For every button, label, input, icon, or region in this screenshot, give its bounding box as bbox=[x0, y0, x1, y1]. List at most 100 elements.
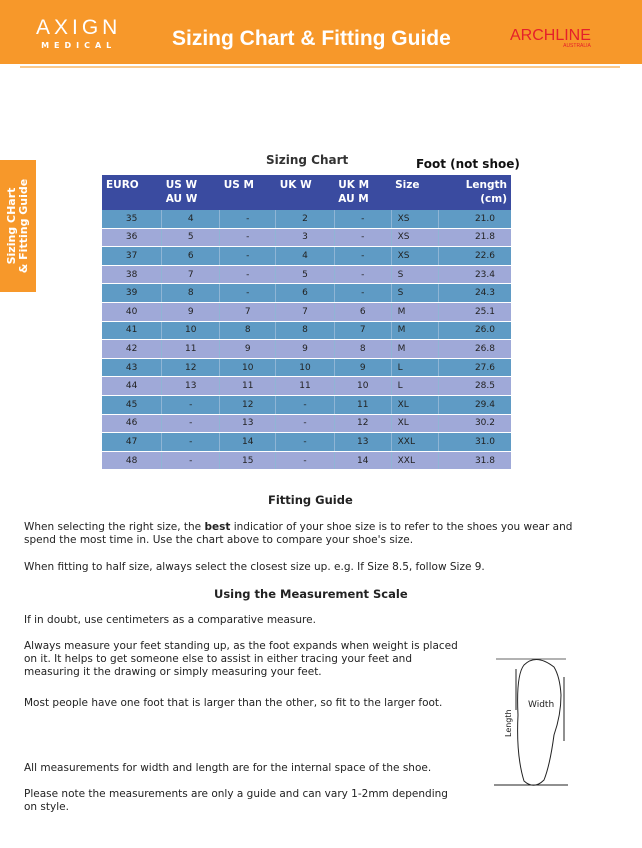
table-row: 35 4-2- XS 21.0 bbox=[102, 210, 511, 229]
table-cell: 9 bbox=[333, 358, 392, 378]
table-cell: 27.6 bbox=[438, 358, 511, 378]
table-cell: 7 bbox=[219, 302, 276, 322]
table-cell: 4 bbox=[161, 210, 220, 229]
table-row: 36 5-3- XS 21.8 bbox=[102, 228, 511, 248]
column-header: UK W bbox=[275, 175, 335, 210]
table-cell: 21.8 bbox=[438, 228, 511, 248]
column-header: US M bbox=[219, 175, 276, 210]
table-cell: 12 bbox=[161, 358, 220, 378]
table-cell: 7 bbox=[275, 302, 335, 322]
table-cell: 31.0 bbox=[438, 432, 511, 452]
table-cell: - bbox=[333, 265, 392, 285]
column-header: Length (cm) bbox=[438, 175, 511, 210]
column-header: UK M AU M bbox=[334, 175, 392, 210]
table-cell: 35 bbox=[102, 210, 162, 229]
axign-logo: AXIGN MEDICAL bbox=[36, 16, 122, 50]
measure-title: Using the Measurement Scale bbox=[214, 587, 408, 601]
table-cell: - bbox=[219, 228, 276, 248]
table-cell: 11 bbox=[275, 376, 335, 396]
table-row: 39 8-6- S 24.3 bbox=[102, 283, 511, 303]
table-cell: 48 bbox=[102, 451, 162, 471]
table-cell: - bbox=[161, 395, 220, 415]
table-cell: 11 bbox=[333, 395, 392, 415]
table-cell: 45 bbox=[102, 395, 162, 415]
table-cell: 36 bbox=[102, 228, 162, 248]
table-cell: - bbox=[275, 414, 335, 434]
table-cell: - bbox=[219, 283, 276, 303]
table-cell: S bbox=[390, 283, 439, 303]
table-cell: 10 bbox=[333, 376, 392, 396]
foot-diagram: Width Length bbox=[494, 658, 568, 786]
table-cell: XL bbox=[390, 395, 439, 415]
table-cell: 8 bbox=[219, 321, 276, 341]
table-cell: XS bbox=[390, 210, 439, 229]
chart-title: Sizing Chart bbox=[266, 153, 349, 167]
table-cell: 3 bbox=[275, 228, 335, 248]
sizing-table: EURO US W AU W US M UK W UK M AU M Size Length… bbox=[102, 175, 511, 471]
table-cell: 47 bbox=[102, 432, 162, 452]
table-cell: 40 bbox=[102, 302, 162, 322]
measure-p5: Please note the measurements are only a … bbox=[24, 788, 448, 813]
header-divider bbox=[20, 66, 620, 68]
table-cell: 28.5 bbox=[438, 376, 511, 396]
table-cell: - bbox=[219, 210, 276, 229]
column-header: EURO bbox=[102, 175, 162, 210]
table-row: 44 13 11 11 10 L 28.5 bbox=[102, 376, 511, 396]
table-cell: 6 bbox=[161, 246, 220, 266]
side-tab: Sizing CHart & Fitting Guide bbox=[0, 160, 36, 292]
table-cell: 9 bbox=[219, 339, 276, 359]
table-row: 37 6-4- XS 22.6 bbox=[102, 246, 511, 266]
table-cell: 10 bbox=[275, 358, 335, 378]
table-cell: XS bbox=[390, 228, 439, 248]
table-cell: 37 bbox=[102, 246, 162, 266]
table-cell: 7 bbox=[333, 321, 392, 341]
table-cell: 23.4 bbox=[438, 265, 511, 285]
page-title: Sizing Chart & Fitting Guide bbox=[172, 27, 451, 50]
width-label: Width bbox=[528, 700, 554, 710]
table-cell: 31.8 bbox=[438, 451, 511, 471]
table-cell: 11 bbox=[219, 376, 276, 396]
table-cell: 8 bbox=[275, 321, 335, 341]
length-label: Length bbox=[504, 709, 513, 737]
table-cell: XS bbox=[390, 246, 439, 266]
table-cell: XXL bbox=[390, 451, 439, 471]
table-cell: 13 bbox=[219, 414, 276, 434]
table-cell: 25.1 bbox=[438, 302, 511, 322]
table-cell: L bbox=[390, 358, 439, 378]
table-row: 43 12 10 10 9 L 27.6 bbox=[102, 358, 511, 378]
measure-p2: Always measure your feet standing up, as… bbox=[24, 640, 458, 678]
table-cell: 4 bbox=[275, 246, 335, 266]
table-row: 45-12-11 XL 29.4 bbox=[102, 395, 511, 415]
foot-note: Foot (not shoe) bbox=[416, 157, 520, 171]
table-cell: 14 bbox=[219, 432, 276, 452]
table-row: 47-14-13 XXL 31.0 bbox=[102, 432, 511, 452]
table-row: 40 9 7 7 6 M 25.1 bbox=[102, 302, 511, 322]
table-cell: 41 bbox=[102, 321, 162, 341]
fitting-p2: When fitting to half size, always select… bbox=[24, 561, 485, 573]
table-row: 48-15-14 XXL 31.8 bbox=[102, 451, 511, 471]
table-cell: 9 bbox=[161, 302, 220, 322]
fitting-p1: When selecting the right size, the best … bbox=[24, 521, 573, 546]
table-cell: 24.3 bbox=[438, 283, 511, 303]
table-cell: 8 bbox=[161, 283, 220, 303]
table-cell: XL bbox=[390, 414, 439, 434]
table-cell: M bbox=[390, 321, 439, 341]
table-cell: - bbox=[161, 432, 220, 452]
table-cell: - bbox=[219, 246, 276, 266]
fitting-title: Fitting Guide bbox=[268, 493, 353, 507]
table-cell: 43 bbox=[102, 358, 162, 378]
table-cell: 44 bbox=[102, 376, 162, 396]
table-row: 42 11 9 9 8 M 26.8 bbox=[102, 339, 511, 359]
table-cell: 15 bbox=[219, 451, 276, 471]
table-cell: 13 bbox=[161, 376, 220, 396]
table-cell: 7 bbox=[161, 265, 220, 285]
table-cell: - bbox=[333, 210, 392, 229]
table-row: 41 10 8 8 7 M 26.0 bbox=[102, 321, 511, 341]
table-cell: - bbox=[161, 414, 220, 434]
table-cell: XXL bbox=[390, 432, 439, 452]
table-cell: - bbox=[275, 395, 335, 415]
table-cell: - bbox=[333, 246, 392, 266]
table-cell: - bbox=[333, 228, 392, 248]
table-cell: 11 bbox=[161, 339, 220, 359]
table-cell: 5 bbox=[275, 265, 335, 285]
